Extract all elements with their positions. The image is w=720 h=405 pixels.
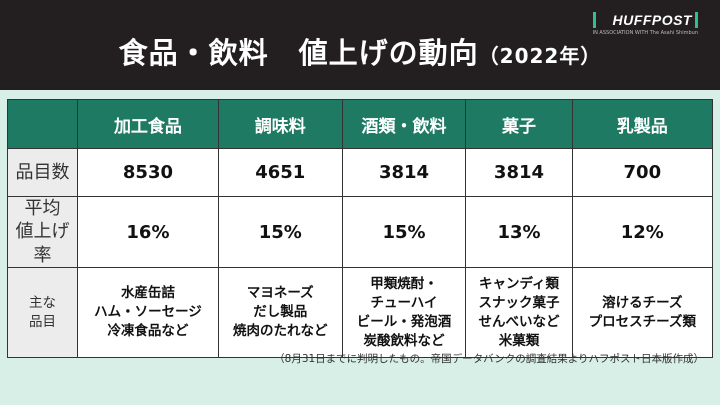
price-increase-table: 加工食品 調味料 酒類・飲料 菓子 乳製品 品目数 8530 4651 3814 381…	[7, 99, 714, 359]
corner-cell	[7, 99, 78, 149]
row-label: 平均 値上げ率	[7, 195, 78, 269]
table-cell: 甲類焼酎・ チューハイ ビール・発泡酒 炭酸飲料など	[341, 267, 467, 359]
table-cell: 13%	[465, 195, 573, 269]
title-text: 食品・飲料 値上げの動向	[118, 36, 479, 70]
logo-text: HUFFPOST	[592, 12, 698, 28]
table-row: 品目数 8530 4651 3814 3814 700	[7, 148, 714, 197]
column-header: 調味料	[217, 99, 343, 149]
column-header: 加工食品	[77, 99, 219, 149]
row-label: 品目数	[7, 148, 78, 197]
column-header: 酒類・飲料	[341, 99, 467, 149]
table-cell: 8530	[77, 148, 219, 197]
logo-subtext: IN ASSOCIATION WITH The Asahi Shimbun	[592, 30, 698, 36]
huffpost-logo: HUFFPOST IN ASSOCIATION WITH The Asahi S…	[592, 12, 698, 36]
column-header: 乳製品	[571, 99, 714, 149]
table-cell: 15%	[217, 195, 343, 269]
column-header: 菓子	[465, 99, 573, 149]
table-cell: 3814	[341, 148, 467, 197]
header: 食品・飲料 値上げの動向（2022年） HUFFPOST IN ASSOCIAT…	[0, 0, 720, 90]
row-label: 主な 品目	[7, 267, 78, 359]
table-cell: 15%	[341, 195, 467, 269]
table-cell: 3814	[465, 148, 573, 197]
table-row: 主な 品目 水産缶詰 ハム・ソーセージ 冷凍食品など マヨネーズ だし製品 焼肉のたれなど 甲類…	[7, 267, 714, 359]
table-cell: 16%	[77, 195, 219, 269]
table-cell: 12%	[571, 195, 714, 269]
table-cell: 水産缶詰 ハム・ソーセージ 冷凍食品など	[77, 267, 219, 359]
table-cell: マヨネーズ だし製品 焼肉のたれなど	[217, 267, 343, 359]
table-row: 平均 値上げ率 16% 15% 15% 13% 12%	[7, 195, 714, 269]
page-title: 食品・飲料 値上げの動向（2022年）	[0, 30, 720, 72]
table-cell: 700	[571, 148, 714, 197]
table-cell: 4651	[217, 148, 343, 197]
title-year: （2022年）	[478, 44, 602, 68]
table-header-row: 加工食品 調味料 酒類・飲料 菓子 乳製品	[7, 99, 714, 149]
table-cell: キャンディ類 スナック菓子 せんべいなど 米菓類	[465, 267, 573, 359]
table-cell: 溶けるチーズ プロセスチーズ類	[571, 267, 714, 359]
footnote: （8月31日までに判明したもの。帝国データバンクの調査結果よりハフポスト日本版作…	[274, 353, 704, 365]
